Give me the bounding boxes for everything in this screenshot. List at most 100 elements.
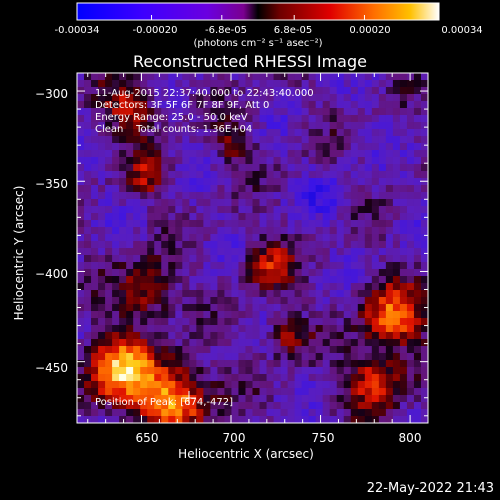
heatmap-cell xyxy=(336,80,345,88)
heatmap-cell xyxy=(406,283,415,291)
time-range-annotation: 11-Aug-2015 22:37:40.000 to 22:43:40.000 xyxy=(95,88,314,99)
heatmap-cell xyxy=(378,311,387,319)
heatmap-cell xyxy=(210,213,218,221)
heatmap-cell xyxy=(182,94,190,102)
heatmap-cell xyxy=(112,115,120,123)
heatmap-cell xyxy=(420,150,429,158)
heatmap-cell xyxy=(112,157,120,165)
heatmap-cell xyxy=(112,199,120,207)
peak-position-annotation: Position of Peak: [674,-472] xyxy=(95,397,233,408)
heatmap-cell xyxy=(224,87,232,95)
heatmap-cell xyxy=(133,150,141,158)
heatmap-cell xyxy=(357,339,366,347)
heatmap-cell xyxy=(322,136,331,144)
heatmap-cell xyxy=(140,416,148,424)
heatmap-cell xyxy=(315,129,324,137)
heatmap-cell xyxy=(252,255,260,263)
heatmap-cell xyxy=(308,164,317,172)
heatmap-cell xyxy=(84,311,92,319)
heatmap-cell xyxy=(343,234,352,242)
heatmap-cell xyxy=(287,381,296,389)
heatmap-cell xyxy=(259,318,267,326)
heatmap-cell xyxy=(245,311,253,319)
heatmap-cell xyxy=(98,220,106,228)
heatmap-cell xyxy=(392,87,401,95)
heatmap-cell xyxy=(308,150,317,158)
heatmap-cell xyxy=(238,80,246,88)
heatmap-cell xyxy=(301,192,310,200)
heatmap-cell xyxy=(378,157,387,165)
heatmap-cell xyxy=(238,367,246,375)
heatmap-cell xyxy=(91,409,99,417)
heatmap-cell xyxy=(343,199,352,207)
heatmap-cell xyxy=(126,94,134,102)
heatmap-cell xyxy=(266,262,274,270)
heatmap-cell xyxy=(175,311,183,319)
heatmap-cell xyxy=(175,101,183,109)
heatmap-cell xyxy=(336,213,345,221)
heatmap-cell xyxy=(357,409,366,417)
heatmap-cell xyxy=(133,346,141,354)
heatmap-cell xyxy=(357,150,366,158)
heatmap-cell xyxy=(140,283,148,291)
heatmap-cell xyxy=(385,262,394,270)
heatmap-cell xyxy=(406,234,415,242)
heatmap-cell xyxy=(182,353,190,361)
heatmap-cell xyxy=(364,87,373,95)
heatmap-cell xyxy=(203,150,211,158)
heatmap-cell xyxy=(301,276,310,284)
heatmap-cell xyxy=(224,304,232,312)
chart-title: Reconstructed RHESSI Image xyxy=(133,52,367,71)
heatmap-cell xyxy=(182,80,190,88)
heatmap-cell xyxy=(224,290,232,298)
heatmap-cell xyxy=(91,108,99,116)
heatmap-cell xyxy=(301,73,310,81)
heatmap-cell xyxy=(336,276,345,284)
heatmap-cell xyxy=(301,255,310,263)
heatmap-cell xyxy=(203,185,211,193)
heatmap-cell xyxy=(392,402,401,410)
heatmap-cell xyxy=(371,206,380,214)
heatmap-cell xyxy=(210,262,218,270)
heatmap-cell xyxy=(126,311,134,319)
heatmap-cell xyxy=(280,255,288,263)
heatmap-cell xyxy=(357,136,366,144)
heatmap-cell xyxy=(147,332,155,340)
heatmap-cell xyxy=(329,248,338,256)
heatmap-cell xyxy=(161,353,169,361)
heatmap-cell xyxy=(322,360,331,368)
heatmap-cell xyxy=(231,115,239,123)
heatmap-cell xyxy=(392,80,401,88)
heatmap-cell xyxy=(168,318,176,326)
heatmap-cell xyxy=(399,374,408,382)
heatmap-cell xyxy=(91,73,99,81)
heatmap-cell xyxy=(259,381,267,389)
heatmap-cell xyxy=(406,157,415,165)
heatmap-cell xyxy=(413,241,422,249)
heatmap-cell xyxy=(322,115,331,123)
heatmap-cell xyxy=(133,171,141,179)
heatmap-cell xyxy=(231,311,239,319)
heatmap-cell xyxy=(217,199,225,207)
heatmap-cell xyxy=(84,339,92,347)
heatmap-cell xyxy=(336,311,345,319)
heatmap-cell xyxy=(238,311,246,319)
heatmap-cell xyxy=(91,325,99,333)
heatmap-cell xyxy=(105,402,113,410)
heatmap-cell xyxy=(119,346,127,354)
heatmap-cell xyxy=(203,122,211,130)
heatmap-cell xyxy=(77,290,85,298)
heatmap-cell xyxy=(287,164,296,172)
heatmap-cell xyxy=(322,199,331,207)
heatmap-cell xyxy=(329,220,338,228)
heatmap-cell xyxy=(105,360,113,368)
heatmap-cell xyxy=(84,269,92,277)
heatmap-cell xyxy=(266,367,274,375)
heatmap-cell xyxy=(336,108,345,116)
heatmap-cell xyxy=(126,115,134,123)
heatmap-cell xyxy=(168,353,176,361)
heatmap-cell xyxy=(126,332,134,340)
heatmap-cell xyxy=(133,122,141,130)
heatmap-cell xyxy=(357,255,366,263)
heatmap-cell xyxy=(336,325,345,333)
